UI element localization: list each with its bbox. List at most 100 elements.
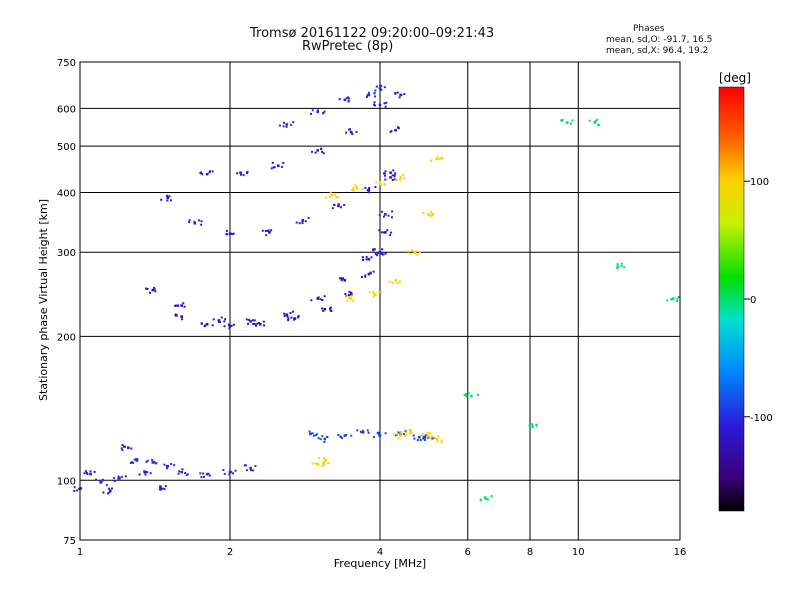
data-point	[350, 291, 353, 294]
data-point	[211, 170, 214, 173]
data-point	[231, 232, 234, 235]
data-point	[346, 295, 349, 298]
x-tick-label: 8	[527, 547, 533, 558]
data-point	[264, 229, 267, 232]
data-point	[181, 468, 184, 471]
data-point	[394, 92, 397, 95]
data-point	[290, 123, 293, 126]
data-point	[180, 470, 184, 474]
data-point	[374, 185, 377, 188]
data-point	[178, 470, 181, 473]
data-point	[165, 194, 168, 197]
data-point	[335, 196, 338, 199]
data-point	[321, 464, 324, 467]
data-point	[349, 297, 353, 300]
data-point	[476, 393, 479, 396]
data-point	[361, 256, 364, 259]
data-point	[433, 436, 436, 439]
data-point	[145, 287, 148, 290]
data-point	[135, 459, 139, 462]
data-point	[255, 324, 258, 327]
x-tick-label: 16	[674, 547, 687, 558]
data-point	[227, 323, 230, 326]
data-point	[270, 229, 273, 232]
data-point	[289, 311, 292, 314]
data-point	[159, 485, 162, 488]
data-point	[228, 473, 231, 476]
data-point	[166, 196, 169, 199]
data-point	[428, 432, 431, 435]
data-point	[429, 211, 432, 214]
data-point	[345, 131, 348, 134]
data-point	[250, 469, 253, 472]
data-point	[340, 277, 343, 280]
data-point	[153, 460, 156, 463]
data-point	[436, 156, 439, 159]
data-point	[346, 300, 349, 303]
data-point	[316, 110, 320, 114]
data-point	[234, 469, 237, 472]
data-point	[397, 431, 400, 434]
data-point	[292, 121, 295, 124]
data-point	[571, 119, 574, 122]
data-point	[323, 459, 327, 462]
data-point	[334, 194, 337, 197]
data-point	[170, 463, 173, 466]
data-point	[421, 433, 424, 436]
data-point	[391, 216, 394, 219]
data-point	[383, 174, 386, 177]
data-point	[385, 101, 388, 104]
data-point	[436, 440, 439, 443]
y-tick-label: 400	[57, 188, 76, 199]
x-tick-label: 6	[465, 547, 471, 558]
data-point	[366, 429, 369, 432]
data-point	[387, 214, 390, 217]
data-point	[153, 286, 156, 289]
data-point	[311, 150, 314, 153]
data-point	[399, 432, 402, 436]
data-point	[373, 292, 376, 296]
data-point	[392, 176, 395, 179]
data-point	[290, 316, 293, 319]
data-point	[416, 253, 419, 256]
data-point	[389, 176, 392, 179]
data-point	[312, 434, 315, 437]
data-point	[329, 195, 332, 198]
data-point	[219, 321, 222, 324]
data-point	[86, 473, 89, 476]
data-point	[398, 280, 401, 283]
data-point	[405, 431, 408, 434]
data-point	[78, 487, 81, 490]
data-point	[184, 471, 187, 474]
y-tick-label: 750	[57, 58, 76, 69]
data-point	[352, 186, 355, 189]
y-tick-label: 500	[57, 142, 76, 153]
data-point	[616, 266, 619, 269]
data-point	[311, 462, 314, 465]
data-point	[168, 195, 171, 198]
data-point	[588, 119, 591, 122]
data-point	[378, 103, 382, 107]
data-point	[397, 126, 400, 129]
data-point	[276, 164, 280, 168]
data-point	[375, 85, 378, 88]
data-point	[399, 179, 402, 182]
data-point	[323, 295, 326, 298]
data-point	[102, 491, 105, 494]
data-point	[394, 434, 397, 437]
data-point	[485, 498, 488, 501]
data-point	[410, 432, 413, 435]
data-point	[323, 437, 327, 441]
data-point	[386, 229, 389, 232]
data-point	[597, 124, 600, 127]
data-point	[666, 299, 669, 302]
data-point	[230, 470, 233, 473]
data-point	[208, 170, 211, 173]
data-point	[106, 492, 109, 495]
data-point	[405, 433, 408, 436]
data-point	[384, 178, 387, 181]
data-point	[676, 297, 679, 300]
data-point	[280, 165, 283, 168]
data-point	[153, 288, 156, 291]
